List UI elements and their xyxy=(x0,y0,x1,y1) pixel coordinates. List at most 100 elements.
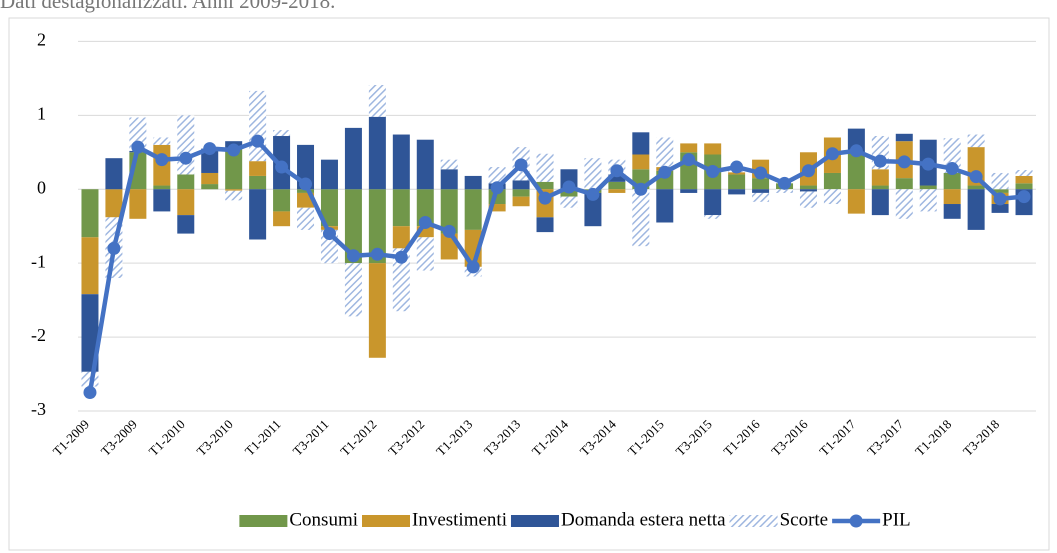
bar xyxy=(991,172,1009,190)
line-point xyxy=(682,153,696,167)
x-tick-label: T1-2014 xyxy=(529,416,572,459)
line-point xyxy=(155,153,169,167)
line-point xyxy=(610,164,624,178)
bar xyxy=(752,192,770,202)
bar xyxy=(919,185,937,190)
bar xyxy=(704,143,722,155)
bar xyxy=(943,172,961,190)
line xyxy=(87,138,1025,393)
bar xyxy=(584,158,602,190)
line-point xyxy=(490,181,504,195)
line-point xyxy=(538,191,552,205)
bar xyxy=(177,174,195,190)
bar xyxy=(895,178,913,190)
line-point xyxy=(418,216,432,229)
bar xyxy=(608,181,626,190)
bar xyxy=(249,161,267,176)
x-tick-label: T1-2009 xyxy=(50,417,92,459)
bar xyxy=(344,189,362,264)
bar xyxy=(488,167,506,184)
bar xyxy=(105,189,123,218)
legend-label: Consumi xyxy=(289,509,358,530)
bar xyxy=(392,134,410,190)
x-tick-label: T1-2010 xyxy=(146,417,188,459)
legend-swatch xyxy=(362,515,410,527)
bar xyxy=(632,189,650,247)
bar xyxy=(704,215,722,219)
line-point xyxy=(107,241,121,255)
x-tick-label: T3-2010 xyxy=(194,417,236,459)
bar xyxy=(416,189,434,227)
y-tick-label: 0 xyxy=(37,177,46,197)
x-tick-label: T3-2013 xyxy=(481,417,523,459)
bar xyxy=(440,169,458,190)
bar xyxy=(416,139,434,190)
bar xyxy=(1015,175,1033,184)
bar xyxy=(871,185,889,190)
bar xyxy=(368,263,386,358)
bar xyxy=(728,174,746,190)
bar xyxy=(752,189,770,193)
bar xyxy=(392,248,410,312)
bar xyxy=(632,154,650,170)
y-tick-label: -3 xyxy=(31,399,46,419)
line-point xyxy=(1017,190,1031,204)
line-point xyxy=(442,224,456,238)
bar xyxy=(728,189,746,195)
line-point xyxy=(754,166,768,180)
x-tick-label: T3-2014 xyxy=(577,416,620,459)
bar xyxy=(871,169,889,186)
legend-swatch xyxy=(729,515,778,527)
bar xyxy=(464,189,482,230)
line-point xyxy=(873,154,887,168)
bar xyxy=(153,189,171,212)
bar xyxy=(201,148,219,173)
bar xyxy=(81,189,99,238)
bar xyxy=(392,226,410,249)
x-tick-label: T3-2009 xyxy=(98,417,140,459)
bar xyxy=(320,159,338,190)
legend: Consumi Investimenti Domanda estera netta S… xyxy=(239,509,911,530)
bar xyxy=(871,189,889,216)
bar xyxy=(368,116,386,190)
line-point xyxy=(897,155,911,169)
line-point xyxy=(921,157,935,171)
bar xyxy=(1015,170,1033,176)
bar xyxy=(416,226,434,238)
bar xyxy=(656,137,674,168)
bar xyxy=(225,189,243,191)
line-point xyxy=(993,192,1007,206)
line-point xyxy=(275,160,289,174)
line-point xyxy=(778,176,792,190)
bar xyxy=(225,190,243,201)
y-tick-label: -2 xyxy=(31,325,46,345)
line-point xyxy=(394,250,408,264)
x-tick-label: T3-2015 xyxy=(673,417,715,459)
x-tick-label: T3-2012 xyxy=(385,417,427,459)
bar xyxy=(799,185,817,190)
bar xyxy=(81,294,99,372)
legend-swatch xyxy=(239,515,288,527)
bar xyxy=(273,211,291,227)
line-point xyxy=(634,182,648,196)
legend-marker xyxy=(849,514,863,528)
line-point xyxy=(179,151,193,165)
bar xyxy=(249,189,267,240)
bar xyxy=(895,133,913,142)
bar xyxy=(297,207,315,230)
bar xyxy=(823,172,841,190)
y-tick-label: 1 xyxy=(37,103,46,123)
bar xyxy=(320,189,338,227)
bar xyxy=(488,204,506,212)
line-point xyxy=(131,140,145,154)
x-tick-label: T3-2011 xyxy=(290,417,332,459)
bar xyxy=(201,184,219,190)
bar xyxy=(967,134,985,148)
bar xyxy=(608,189,626,193)
bar xyxy=(799,189,817,192)
bar xyxy=(799,191,817,208)
bar xyxy=(991,204,1009,213)
bar xyxy=(129,189,147,219)
bar xyxy=(536,153,554,182)
